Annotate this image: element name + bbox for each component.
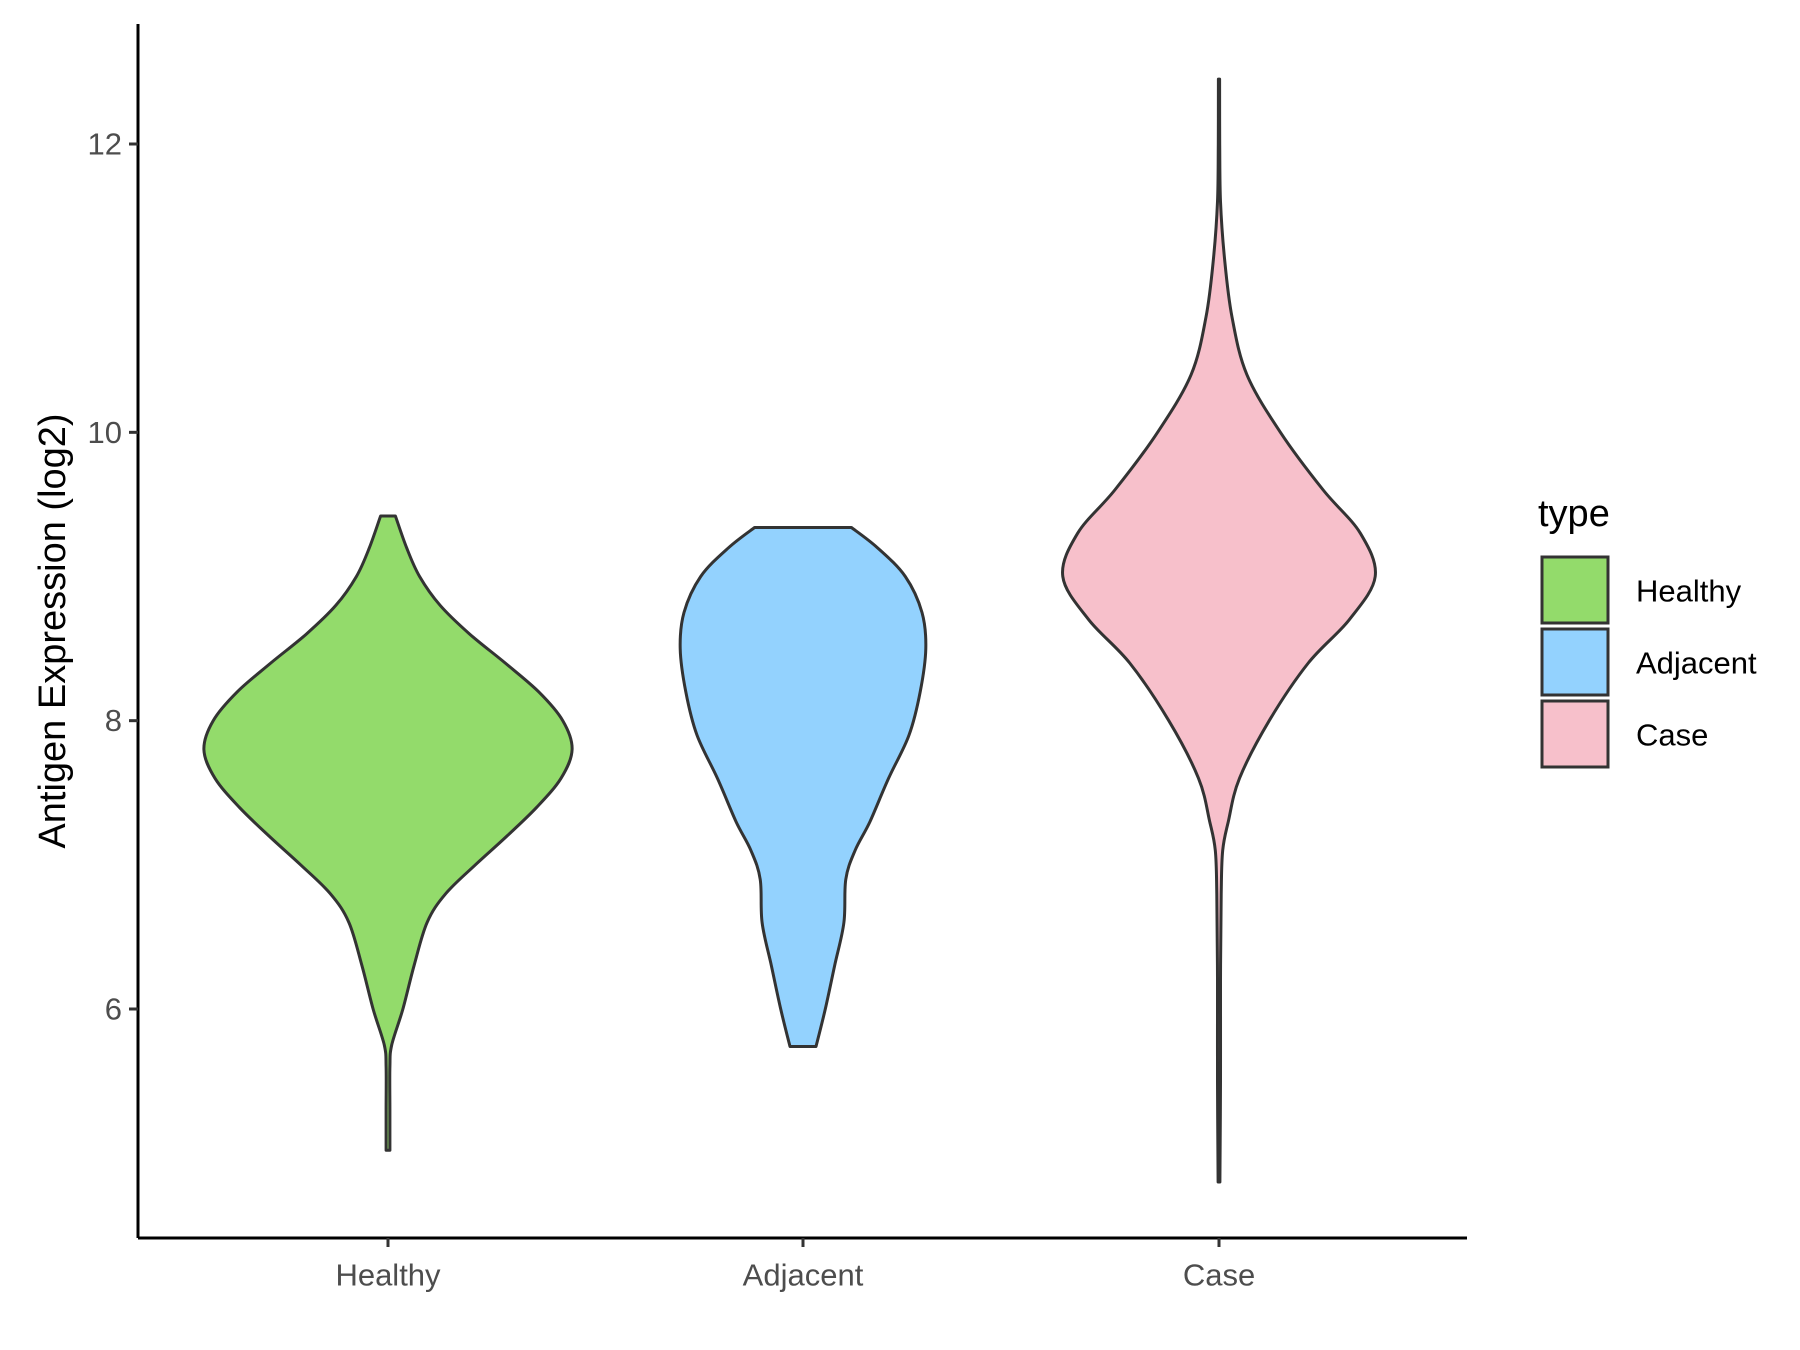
y-axis-ticks: 6 8 10 12 (88, 127, 138, 1027)
legend-swatch-case (1540, 699, 1610, 769)
x-tick-label: Healthy (335, 1258, 441, 1293)
legend-label-adjacent: Adjacent (1636, 646, 1757, 681)
y-tick-label: 12 (88, 127, 122, 162)
x-axis-ticks: Healthy Adjacent Case (335, 1238, 1255, 1293)
legend-label-healthy: Healthy (1636, 574, 1742, 609)
y-tick-label: 10 (88, 415, 122, 450)
legend: Healthy Adjacent Case (1540, 555, 1757, 769)
legend-swatch-adjacent (1540, 627, 1610, 697)
legend-swatch-healthy (1540, 555, 1610, 625)
violin-healthy (202, 514, 574, 1152)
violin-adjacent (678, 526, 928, 1048)
violin-case (1061, 77, 1377, 1184)
y-axis-title: Antigen Expression (log2) (32, 413, 74, 848)
y-tick-label: 6 (105, 992, 122, 1027)
x-tick-label: Adjacent (743, 1258, 864, 1293)
x-tick-label: Case (1183, 1258, 1255, 1293)
violin-layer (202, 77, 1377, 1184)
legend-label-case: Case (1636, 718, 1708, 753)
y-tick-label: 8 (105, 703, 122, 738)
legend-title: type (1538, 493, 1610, 535)
